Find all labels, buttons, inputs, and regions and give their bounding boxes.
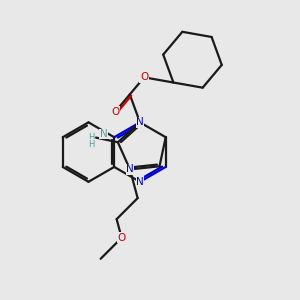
Text: N: N (136, 117, 144, 128)
Text: N: N (136, 177, 144, 187)
Text: O: O (111, 106, 120, 116)
Text: H: H (88, 133, 94, 142)
Text: H: H (88, 140, 94, 149)
Text: O: O (118, 233, 126, 243)
Text: N: N (100, 129, 107, 139)
Text: N: N (126, 164, 134, 174)
Text: O: O (140, 72, 148, 82)
